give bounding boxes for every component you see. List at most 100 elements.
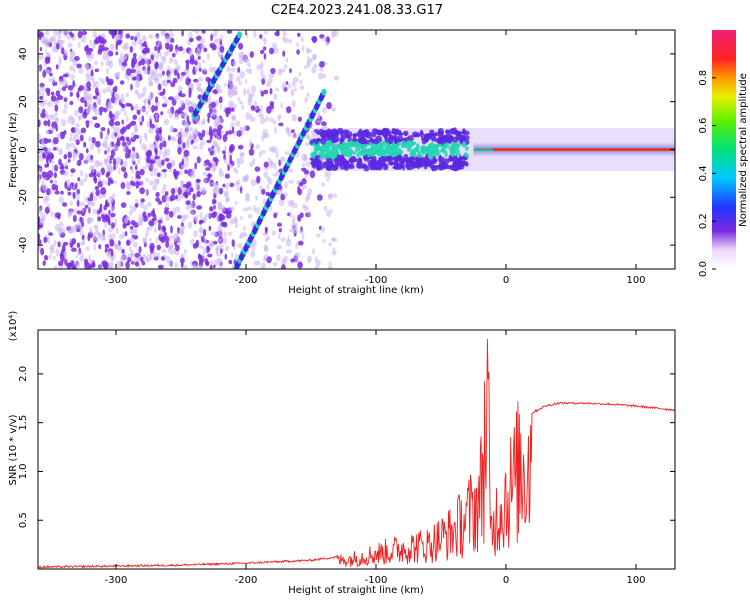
spectrogram-speckle bbox=[252, 239, 257, 247]
spectrogram-speckle bbox=[160, 30, 165, 37]
colorbar-tick-label: 0.4 bbox=[698, 165, 709, 181]
spectrogram-speckle bbox=[188, 87, 192, 96]
spectrogram-speckle bbox=[46, 52, 50, 58]
spectrogram-speckle bbox=[94, 185, 100, 191]
spectrogram-speckle bbox=[127, 150, 131, 159]
spectrogram-speckle bbox=[178, 237, 182, 246]
spectrogram-speckle bbox=[288, 179, 294, 184]
spectrogram-speckle bbox=[176, 133, 182, 138]
signal-band-blob bbox=[458, 131, 462, 137]
spectrogram-speckle bbox=[105, 214, 110, 220]
colorbar: 0.0 0.2 0.4 0.6 0.8 Normalized spectral ampl… bbox=[698, 30, 749, 277]
spectrogram-speckle bbox=[100, 214, 106, 219]
spectrogram-speckle bbox=[137, 30, 140, 37]
spectrogram-speckle bbox=[92, 95, 98, 100]
spectrogram-speckle bbox=[108, 30, 114, 35]
spectrogram-speckle bbox=[263, 89, 269, 95]
spectrogram-speckle bbox=[217, 237, 223, 243]
spectrogram-speckle bbox=[87, 197, 94, 202]
spectrogram-speckle bbox=[43, 255, 49, 261]
spectrogram-speckle bbox=[289, 68, 292, 73]
x-tick-label: 100 bbox=[626, 575, 645, 586]
spectrogram-speckle bbox=[130, 154, 135, 163]
spectrogram-speckle bbox=[62, 73, 69, 78]
signal-band-blob bbox=[371, 160, 377, 165]
spectrogram-speckle bbox=[288, 168, 294, 173]
spectrogram-speckle bbox=[248, 68, 252, 75]
spectrogram-speckle bbox=[108, 61, 113, 69]
spectrogram-speckle bbox=[196, 87, 203, 92]
signal-band-blob bbox=[441, 148, 445, 152]
spectrogram-speckle bbox=[98, 192, 104, 199]
spectrogram-speckle bbox=[211, 165, 216, 173]
spectrogram-speckle bbox=[276, 245, 282, 250]
spectrogram-speckle bbox=[121, 119, 124, 125]
spectrogram-speckle bbox=[92, 81, 96, 90]
spectrogram-streak-blob bbox=[321, 88, 327, 96]
spectrogram-speckle bbox=[164, 235, 170, 243]
spectrogram-speckle bbox=[195, 214, 199, 221]
spectrogram-speckle bbox=[256, 64, 262, 71]
spectrogram-speckle bbox=[133, 228, 137, 237]
spectrogram-speckle bbox=[173, 112, 180, 120]
spectrogram-speckle bbox=[52, 137, 59, 145]
signal-band-blob bbox=[347, 164, 352, 168]
spectrogram-speckle bbox=[202, 171, 208, 176]
colorbar-tick-label: 0.0 bbox=[698, 261, 709, 277]
spectrogram-speckle bbox=[90, 69, 94, 77]
spectrogram-speckle bbox=[314, 255, 318, 262]
x-tick-label: -100 bbox=[365, 575, 388, 586]
spectrogram-speckle bbox=[64, 49, 68, 57]
spectrogram-speckle bbox=[156, 244, 161, 251]
spectrogram-speckle bbox=[196, 156, 201, 164]
spectrogram-speckle bbox=[165, 241, 170, 248]
spectrogram-speckle bbox=[78, 85, 85, 91]
spectrogram-speckle bbox=[141, 108, 146, 113]
signal-band-blob bbox=[423, 135, 430, 142]
spectrogram-speckle bbox=[91, 137, 96, 144]
spectrogram-speckle bbox=[119, 128, 125, 135]
spectrogram-speckle bbox=[134, 36, 138, 42]
spectrogram-speckle bbox=[259, 34, 263, 39]
spectrogram-speckle bbox=[255, 207, 261, 214]
spectrogram-speckle bbox=[85, 53, 91, 59]
spectrogram-speckle bbox=[47, 236, 51, 244]
spectrogram-speckle bbox=[307, 255, 312, 263]
spectrogram-speckle bbox=[38, 106, 41, 115]
spectrogram-speckle bbox=[331, 237, 338, 243]
spectrogram-speckle bbox=[140, 198, 145, 203]
spectrogram-speckle bbox=[168, 30, 173, 34]
signal-band-blob bbox=[377, 159, 381, 166]
spectrogram-speckle bbox=[144, 177, 149, 183]
spectrogram-speckle bbox=[97, 216, 102, 222]
spectrogram-speckle bbox=[195, 239, 199, 248]
spectrogram-speckle bbox=[155, 197, 161, 202]
spectrogram-speckle bbox=[91, 52, 94, 60]
spectrogram-speckle bbox=[65, 142, 71, 151]
spectrogram-speckle bbox=[140, 143, 147, 150]
spectrogram-speckle bbox=[218, 96, 223, 104]
spectrogram-speckle bbox=[195, 48, 202, 56]
spectrogram-speckle bbox=[287, 83, 292, 90]
spectrogram-speckle bbox=[112, 158, 117, 167]
signal-band-blob bbox=[403, 137, 410, 141]
spectrogram-speckle bbox=[53, 30, 59, 36]
spectrogram-speckle bbox=[172, 237, 179, 242]
spectrogram-speckle bbox=[84, 72, 91, 78]
spectrogram-speckle bbox=[203, 67, 207, 74]
x-tick-label: 100 bbox=[626, 275, 645, 286]
spectrogram-speckle bbox=[149, 69, 154, 77]
spectrogram-speckle bbox=[137, 264, 142, 269]
spectrogram-speckle bbox=[282, 50, 286, 57]
spectrogram-speckle bbox=[174, 48, 179, 56]
signal-band-blob bbox=[411, 152, 417, 157]
spectrogram-speckle bbox=[223, 82, 228, 87]
spectrogram-speckle bbox=[79, 217, 83, 222]
spectrogram-speckle bbox=[282, 30, 287, 37]
spectrogram-speckle bbox=[122, 145, 127, 153]
spectrogram-speckle bbox=[177, 72, 180, 80]
spectrogram-speckle bbox=[239, 70, 246, 79]
spectrogram-speckle bbox=[138, 117, 142, 123]
spectrogram-speckle bbox=[164, 36, 170, 42]
